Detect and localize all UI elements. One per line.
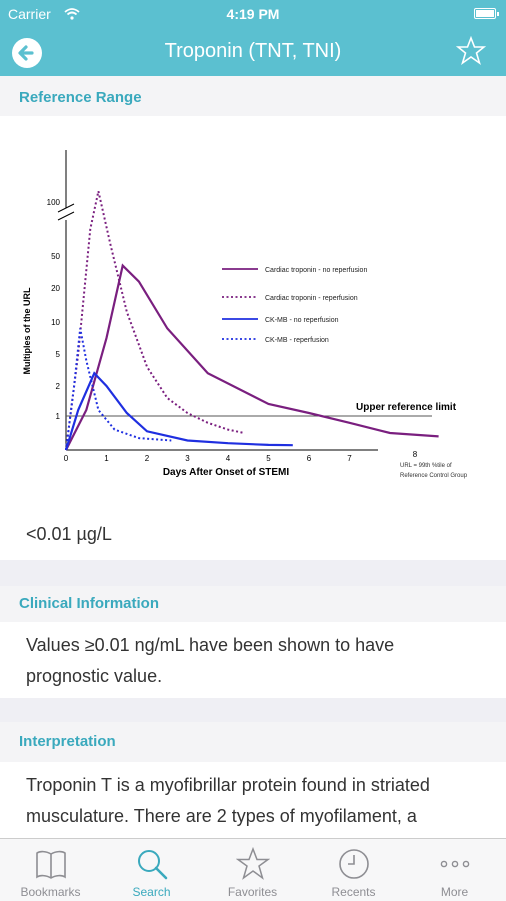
upper-reference-limit-label: Upper reference limit: [356, 402, 457, 413]
chart-series: [64, 190, 439, 451]
x-tick-label: 5: [266, 454, 271, 463]
legend-label: CK-MB - no reperfusion: [265, 317, 339, 324]
interpretation-line-1: Troponin T is a myofibrillar protein fou…: [26, 775, 430, 795]
y-tick-label: 1: [56, 412, 61, 421]
section-header-reference-range: Reference Range: [0, 76, 506, 116]
tab-search[interactable]: Search: [101, 839, 202, 901]
section-header-interpretation: Interpretation: [0, 722, 506, 762]
clinical-info-line-1: Values ≥0.01 ng/mL have been shown to ha…: [26, 635, 395, 655]
reference-range-card: 0 1 2 3 4 5 6 7 8 1 2 5 10 20 50 100 Cardiac troponin -…: [0, 116, 506, 560]
x-tick-label: 1: [104, 454, 109, 463]
tab-search-label: Search: [132, 885, 171, 899]
y-tick-label: 50: [51, 252, 60, 261]
legend-label: Cardiac troponin - no reperfusion: [265, 267, 367, 274]
x-tick-label: 3: [185, 454, 190, 463]
tab-favorites[interactable]: Favorites: [202, 839, 303, 901]
axis-break-mark: [57, 203, 75, 213]
series-line: [65, 190, 245, 451]
chart-legend: Cardiac troponin - no reperfusion Cardiac…: [222, 267, 367, 344]
x-tick-label: 0: [64, 454, 69, 463]
tab-recents[interactable]: Recents: [303, 839, 404, 901]
x-tick-label: 2: [145, 454, 150, 463]
wifi-icon: [64, 8, 80, 20]
chart-x-label: Days After Onset of STEMI: [163, 467, 290, 478]
x-tick-label: 4: [226, 454, 231, 463]
chart-footnote-line1: URL = 99th %tile of: [400, 463, 452, 469]
series-line: [64, 371, 293, 451]
y-tick-label: 100: [47, 198, 61, 207]
x-tick-label: 6: [307, 454, 312, 463]
back-button[interactable]: [12, 38, 42, 68]
reference-range-value: <0.01 µg/L: [26, 524, 112, 544]
tab-bar: Bookmarks Search Favorites Recents More: [0, 838, 506, 901]
x-tick-label: 8: [413, 450, 418, 459]
series-line: [65, 263, 439, 451]
legend-label: CK-MB - reperfusion: [265, 337, 329, 344]
battery-icon: [474, 8, 499, 19]
nav-bar: Troponin (TNT, TNI): [0, 28, 506, 76]
book-icon: [36, 850, 66, 879]
status-time: 4:19 PM: [226, 6, 280, 22]
x-tick-label: 7: [347, 454, 352, 463]
status-bar: Carrier 4:19 PM: [0, 0, 506, 28]
star-icon: [236, 847, 270, 880]
chart-footnote-line2: Reference Control Group: [400, 473, 468, 479]
page-title: Troponin (TNT, TNI): [164, 40, 342, 62]
tab-recents-label: Recents: [331, 885, 376, 899]
tab-bookmarks[interactable]: Bookmarks: [0, 839, 101, 901]
y-tick-label: 10: [51, 318, 60, 327]
carrier-label: Carrier: [8, 6, 51, 22]
favorite-star-button[interactable]: [456, 36, 486, 66]
chart-y-label: Multiples of the URL: [22, 287, 32, 374]
tab-favorites-label: Favorites: [227, 885, 278, 899]
legend-label: Cardiac troponin - reperfusion: [265, 295, 358, 302]
clinical-information-card: Values ≥0.01 ng/mL have been shown to ha…: [0, 622, 506, 698]
y-tick-label: 5: [56, 350, 61, 359]
y-tick-label: 20: [51, 284, 60, 293]
arrow-left-icon: [18, 45, 34, 61]
tab-bookmarks-label: Bookmarks: [20, 885, 81, 899]
series-line: [65, 328, 172, 451]
interpretation-line-2: musculature. There are 2 types of myofil…: [26, 806, 417, 826]
more-icon: [440, 860, 470, 868]
troponin-chart: 0 1 2 3 4 5 6 7 8 1 2 5 10 20 50 100 Cardiac troponin -…: [22, 150, 468, 479]
y-tick-label: 2: [56, 382, 61, 391]
search-icon: [138, 850, 168, 880]
tab-more-label: More: [440, 885, 469, 899]
chart-axes: 0 1 2 3 4 5 6 7 8 1 2 5 10 20 50 100: [47, 150, 432, 463]
clinical-info-line-2: prognostic value.: [26, 666, 163, 686]
axis-break-mark: [57, 211, 75, 221]
section-header-clinical-information: Clinical Information: [0, 586, 506, 622]
clock-icon: [339, 849, 369, 879]
tab-more[interactable]: More: [404, 839, 505, 901]
